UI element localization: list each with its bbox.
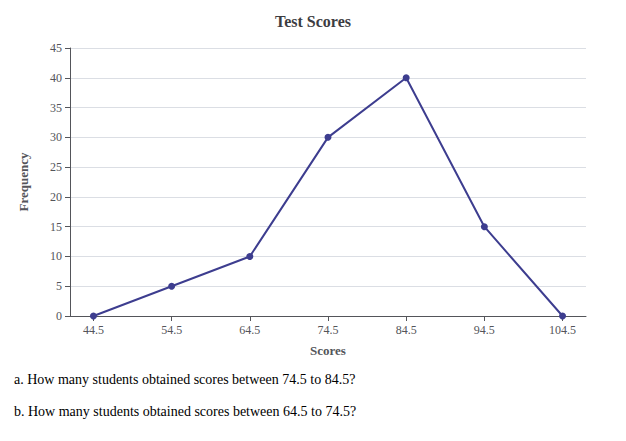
svg-text:Test Scores: Test Scores	[275, 13, 351, 30]
svg-text:45: 45	[50, 41, 62, 55]
svg-text:25: 25	[50, 160, 62, 174]
svg-text:64.5: 64.5	[239, 323, 260, 337]
svg-text:40: 40	[50, 71, 62, 85]
svg-text:35: 35	[50, 101, 62, 115]
svg-text:44.5: 44.5	[83, 323, 104, 337]
svg-text:84.5: 84.5	[396, 323, 417, 337]
svg-text:10: 10	[50, 249, 62, 263]
svg-text:104.5: 104.5	[549, 323, 576, 337]
svg-text:5: 5	[56, 279, 62, 293]
svg-text:a. How many students obtained: a. How many students obtained scores bet…	[14, 372, 355, 387]
svg-text:30: 30	[50, 130, 62, 144]
svg-text:15: 15	[50, 220, 62, 234]
svg-text:Scores: Scores	[310, 343, 346, 358]
svg-text:54.5: 54.5	[161, 323, 182, 337]
svg-text:Frequency: Frequency	[16, 152, 31, 211]
svg-text:74.5: 74.5	[318, 323, 339, 337]
svg-text:94.5: 94.5	[474, 323, 495, 337]
svg-text:0: 0	[56, 309, 62, 323]
svg-text:b. How many students obtained: b. How many students obtained scores bet…	[14, 404, 356, 419]
svg-text:20: 20	[50, 190, 62, 204]
